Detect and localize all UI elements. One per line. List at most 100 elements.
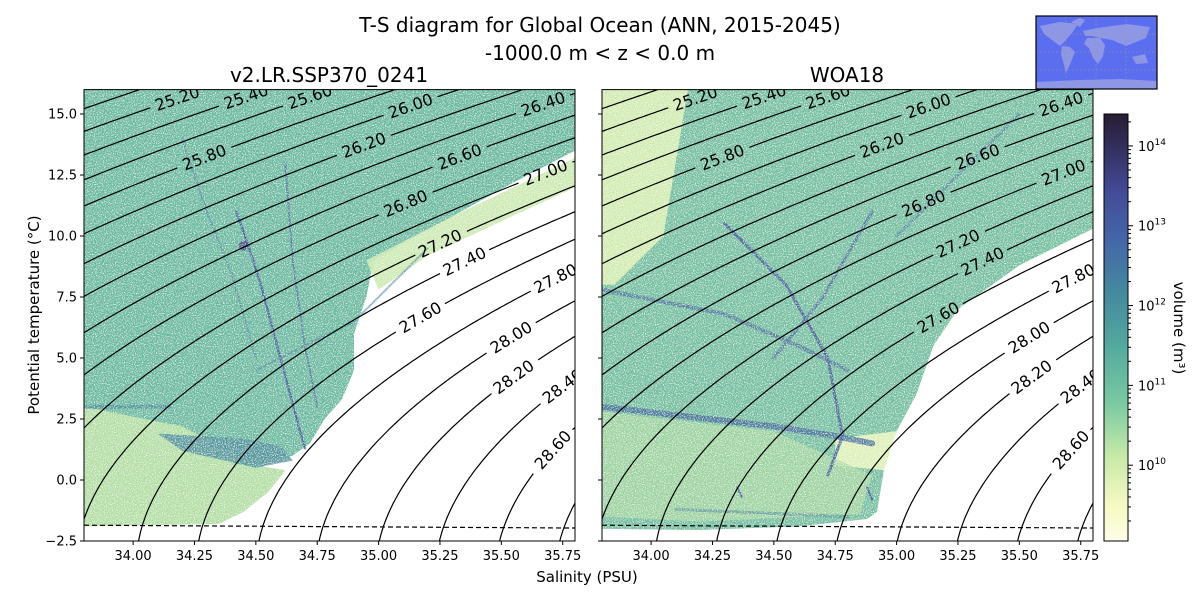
- density-contour-line: [498, 473, 534, 541]
- density-contour-line: [198, 331, 397, 541]
- density-contour-line: [535, 300, 575, 324]
- colorbar-tick-exponent: 11: [1155, 377, 1166, 387]
- right-panel-plot: 25.20 25.40 25.6025.8026.0026.2026.4026.60…: [578, 66, 1099, 564]
- density-contour-line: [432, 137, 575, 193]
- colorbar-tick-exponent: 13: [1155, 218, 1166, 228]
- density-contour-line: [716, 331, 915, 541]
- density-contour-line: [602, 105, 802, 181]
- histogram-streak: [602, 403, 876, 447]
- freezing-line: [84, 524, 575, 529]
- x-tick-label: 35.50: [483, 549, 520, 564]
- y-tick-label: 15.0: [48, 108, 77, 123]
- density-contour-line: [84, 167, 178, 207]
- histogram-region-deep: [84, 406, 286, 527]
- density-contour-line: [602, 114, 902, 235]
- map-land: [1084, 38, 1105, 64]
- colorbar-tick-exponent: 12: [1155, 298, 1166, 308]
- y-tick-label: 0.0: [56, 474, 77, 489]
- density-contour-line: [602, 254, 934, 521]
- density-contour-line: [84, 182, 519, 429]
- density-contour-line: [84, 105, 220, 156]
- density-contour-label: 28.20: [489, 356, 537, 398]
- histogram-streak: [602, 287, 850, 373]
- histogram-streak: [866, 486, 874, 501]
- density-contour-line: [585, 359, 602, 371]
- density-contour-label: 27.80: [531, 260, 580, 298]
- x-tick-label: 34.75: [299, 549, 336, 564]
- colorbar-tick-base: 10: [1138, 300, 1155, 315]
- density-contour-line: [908, 89, 1043, 136]
- histogram-streak: [723, 222, 845, 477]
- density-contour-line: [580, 256, 602, 267]
- x-tick-label: 34.50: [237, 549, 274, 564]
- x-axis-label: Salinity (PSU): [536, 568, 638, 586]
- density-contour-line: [602, 112, 1035, 297]
- density-contour-line: [466, 185, 575, 232]
- density-contour-line: [390, 89, 525, 136]
- x-tick-label: 35.00: [360, 549, 397, 564]
- density-contour-line: [1006, 211, 1093, 251]
- x-tick-label: 34.25: [694, 549, 731, 564]
- density-contour-line: [776, 290, 1050, 541]
- density-contour-line: [572, 160, 575, 163]
- histogram-density: [602, 89, 1093, 531]
- x-tick-label: 34.25: [176, 549, 213, 564]
- y-tick-label: 2.5: [56, 413, 77, 428]
- x-tick-label: 34.00: [632, 549, 669, 564]
- x-tick-label: 34.00: [114, 549, 151, 564]
- density-contour-line: [84, 112, 517, 297]
- histogram-streak: [674, 507, 849, 519]
- density-contour-line: [1016, 473, 1052, 541]
- density-contour-line: [1053, 300, 1093, 324]
- colorbar-tick-base: 10: [1138, 379, 1155, 394]
- histogram-region-sparse: [602, 89, 688, 285]
- density-contour-line: [602, 105, 738, 156]
- density-contour-line: [950, 137, 1093, 193]
- axes-frame: [83, 89, 576, 542]
- histogram-streak: [234, 210, 307, 450]
- density-contour-line: [962, 238, 1093, 305]
- colorbar-tick-exponent: 10: [1155, 457, 1167, 467]
- histogram-region-main: [84, 89, 575, 466]
- density-contour-line: [444, 238, 575, 305]
- density-contour-label: 28.20: [1007, 356, 1055, 398]
- colorbar-tick-base: 10: [1138, 459, 1155, 474]
- figure-subtitle: -1000.0 m < z < 0.0 m: [485, 41, 715, 65]
- density-contour-line: [559, 501, 575, 541]
- density-contour-line: [437, 89, 461, 98]
- density-contour-line: [602, 182, 1037, 429]
- density-contour-label: 27.80: [1049, 260, 1098, 298]
- density-contour-line: [572, 426, 575, 431]
- right-panel-title: WOA18: [810, 63, 884, 87]
- colorbar-tick-base: 10: [1138, 140, 1155, 155]
- y-tick-label: 12.5: [48, 169, 77, 184]
- density-contour-line: [60, 66, 85, 74]
- density-contour-line: [578, 66, 603, 74]
- y-tick-label: −2.5: [45, 535, 77, 550]
- map-land: [1132, 54, 1148, 64]
- density-contour-line: [84, 214, 379, 376]
- map-land: [1071, 18, 1085, 27]
- density-contour-line: [722, 89, 724, 90]
- map-frame: [1035, 15, 1158, 90]
- map-land: [1040, 22, 1078, 46]
- density-contour-line: [1004, 114, 1093, 148]
- x-tick-label: 35.25: [421, 549, 458, 564]
- colorbar-tick-base: 10: [1138, 220, 1155, 235]
- density-contour-line: [984, 185, 1093, 232]
- density-contour-line: [137, 273, 441, 541]
- density-contour-line: [84, 154, 338, 265]
- colorbar-tick-label: 1014: [1138, 138, 1166, 155]
- y-tick-label: 10.0: [48, 230, 77, 245]
- histogram-region-deep: [602, 411, 873, 522]
- left-panel-plot: 25.20 25.40 25.6025.8026.0026.2026.4026.60…: [45, 66, 602, 564]
- figure-title: T-S diagram for Global Ocean (ANN, 2015-…: [358, 13, 840, 37]
- density-contour-label: 28.00: [1005, 317, 1054, 357]
- x-tick-label: 35.75: [544, 549, 581, 564]
- density-contour-label: 28.00: [487, 317, 536, 357]
- density-contour-line: [84, 89, 142, 110]
- colorbar-tick-label: 1012: [1138, 298, 1166, 315]
- density-contour-line: [438, 403, 541, 541]
